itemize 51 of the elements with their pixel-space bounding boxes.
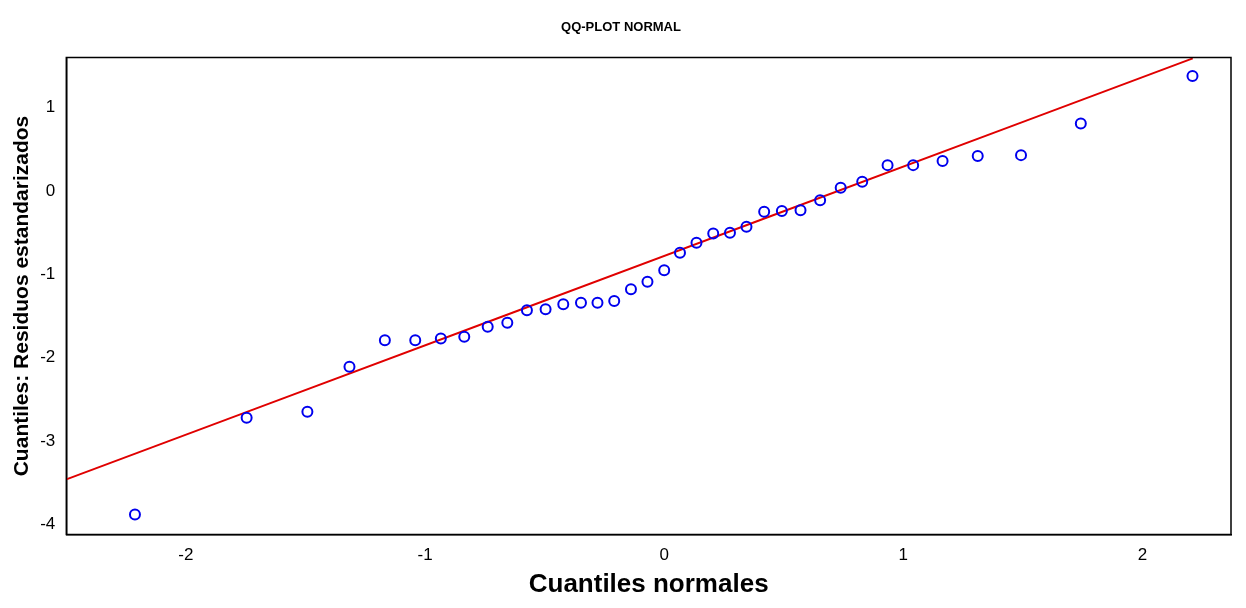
y-axis-title: Cuantiles: Residuos estandarizados <box>9 115 33 477</box>
x-tick-label: 2 <box>1137 545 1148 565</box>
point <box>641 275 654 288</box>
y-tick-label: 0 <box>45 180 56 200</box>
point <box>971 149 984 162</box>
point <box>673 246 686 259</box>
point <box>834 181 847 194</box>
point <box>881 159 894 172</box>
x-tick-label: -2 <box>178 545 194 565</box>
point <box>520 304 533 317</box>
y-tick-label: -2 <box>40 347 56 367</box>
point <box>1015 149 1028 162</box>
point <box>557 298 570 311</box>
y-tick-label: -3 <box>40 430 56 450</box>
point <box>501 316 514 329</box>
point <box>658 264 671 277</box>
point <box>907 159 920 172</box>
point <box>707 227 720 240</box>
y-tick-label: -4 <box>40 514 56 534</box>
y-tick-label: -1 <box>40 264 56 284</box>
point <box>128 508 141 521</box>
point <box>758 205 771 218</box>
x-tick-label: 0 <box>659 545 669 565</box>
point <box>794 204 807 217</box>
chart-title: QQ-PLOT NORMAL <box>561 19 681 35</box>
y-tick-label: 1 <box>45 97 56 117</box>
point <box>343 360 356 373</box>
x-axis-title: Cuantiles normales <box>528 567 769 598</box>
point <box>608 295 621 307</box>
point <box>481 320 494 333</box>
point <box>723 226 736 239</box>
point <box>539 303 552 316</box>
point <box>378 334 391 347</box>
x-tick-label: -1 <box>417 545 433 565</box>
point <box>690 236 703 249</box>
point <box>1186 69 1199 82</box>
point <box>936 154 949 167</box>
point <box>458 330 471 343</box>
point <box>856 175 869 188</box>
point <box>591 296 604 309</box>
point <box>814 194 827 207</box>
point <box>301 405 314 418</box>
point <box>740 220 753 233</box>
point <box>240 411 253 424</box>
point <box>624 283 637 296</box>
point <box>1074 117 1087 130</box>
point <box>775 204 788 217</box>
point <box>574 296 587 309</box>
x-tick-label: 1 <box>898 545 909 565</box>
point <box>434 332 447 345</box>
point <box>409 334 422 347</box>
